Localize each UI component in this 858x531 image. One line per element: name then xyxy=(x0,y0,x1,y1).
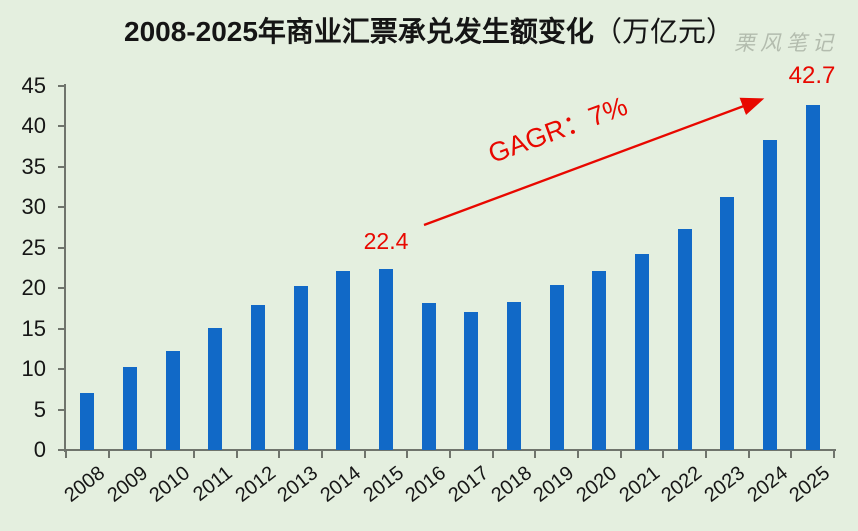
x-axis-tick xyxy=(107,451,110,458)
x-axis-tick xyxy=(363,451,366,458)
bar-2017 xyxy=(464,312,479,450)
x-axis-tick xyxy=(790,451,793,458)
chart-title-unit: （万亿元） xyxy=(593,16,734,47)
y-axis-label: 45 xyxy=(21,73,46,98)
y-axis-label: 0 xyxy=(33,437,46,462)
y-axis-tick xyxy=(58,125,66,128)
x-axis-tick xyxy=(65,451,67,458)
y-axis-tick xyxy=(58,408,66,411)
bar-2011 xyxy=(208,327,223,450)
y-axis-label: 20 xyxy=(21,275,46,301)
bar-2008 xyxy=(80,393,95,450)
y-axis-tick xyxy=(58,287,66,290)
bar-2013 xyxy=(293,285,308,450)
bar-2015 xyxy=(379,268,393,450)
y-axis-label: 30 xyxy=(21,194,46,220)
bar-2010 xyxy=(165,351,180,450)
x-axis-tick xyxy=(662,451,665,458)
bar-2024 xyxy=(763,140,777,450)
x-axis-tick xyxy=(406,451,409,458)
x-axis-tick xyxy=(534,451,537,458)
y-axis-label: 15 xyxy=(21,315,46,341)
bar-2009 xyxy=(123,367,137,450)
x-axis-tick xyxy=(747,451,750,458)
x-axis-tick xyxy=(235,451,238,458)
x-axis-line xyxy=(64,449,836,451)
bar-2019 xyxy=(549,284,564,450)
bar-2012 xyxy=(251,305,265,450)
bar-2022 xyxy=(677,229,692,450)
x-axis-tick xyxy=(491,451,494,458)
x-axis-tick xyxy=(619,451,622,458)
value-label-2015: 22.4 xyxy=(363,228,409,254)
x-axis-tick xyxy=(449,451,451,458)
y-axis-tick xyxy=(58,327,66,330)
y-axis-line xyxy=(64,84,66,452)
x-axis-tick xyxy=(321,451,323,458)
y-axis-label: 5 xyxy=(33,396,46,422)
bar-2021 xyxy=(635,254,649,450)
y-axis-tick xyxy=(58,206,66,209)
chart-title-main: 2008-2025年商业汇票承兑发生额变化 xyxy=(124,16,594,47)
bar-2025 xyxy=(805,104,820,450)
y-axis-label: 25 xyxy=(21,234,46,260)
bar-2014 xyxy=(336,271,351,450)
x-axis-tick xyxy=(833,451,835,458)
y-axis-tick xyxy=(58,368,66,371)
y-axis-label: 35 xyxy=(21,153,46,179)
bar-2020 xyxy=(592,271,607,450)
y-axis-tick xyxy=(58,449,66,451)
bar-2023 xyxy=(720,196,735,450)
x-axis-tick xyxy=(705,451,707,458)
chart-title: 2008-2025年商业汇票承兑发生额变化（万亿元） xyxy=(0,14,858,50)
x-axis-tick xyxy=(278,451,281,458)
y-axis-tick xyxy=(58,165,66,168)
x-axis-tick xyxy=(577,451,579,458)
x-axis-tick xyxy=(150,451,153,458)
y-axis-tick xyxy=(58,246,66,249)
x-axis-tick xyxy=(193,451,195,458)
value-label-2025: 42.7 xyxy=(788,62,836,89)
y-axis-tick xyxy=(58,85,66,87)
bar-2016 xyxy=(421,302,436,450)
y-axis-label: 40 xyxy=(21,113,46,139)
watermark-text: 栗风笔记 xyxy=(734,32,838,55)
y-axis-label: 10 xyxy=(21,356,46,382)
bar-2018 xyxy=(507,301,521,450)
